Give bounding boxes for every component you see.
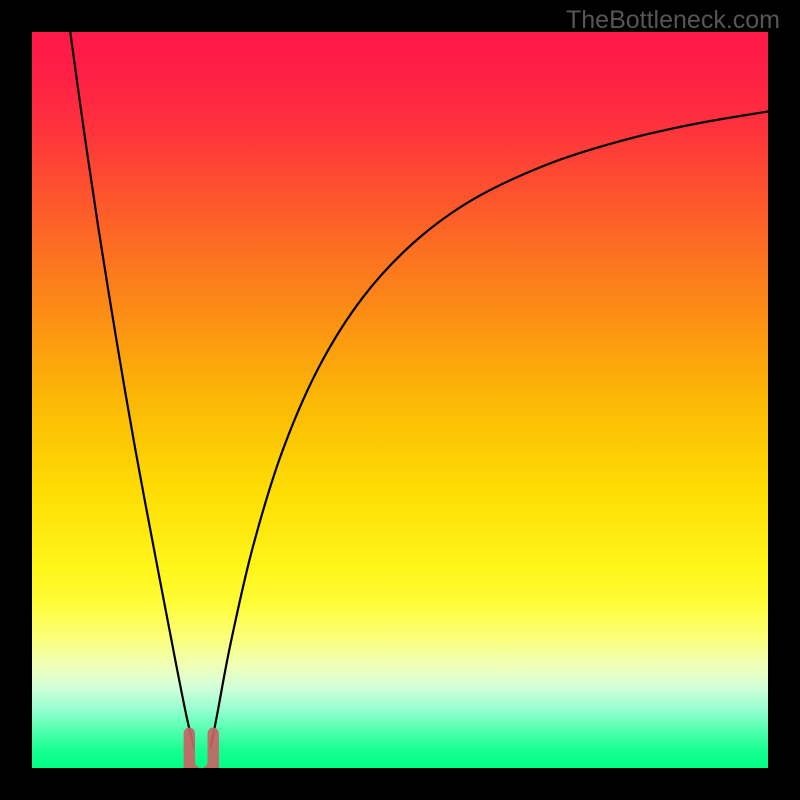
optimum-marker [184,728,219,768]
chart-svg [32,32,768,768]
outer-frame: TheBottleneck.com [0,0,800,800]
plot-area [32,32,768,768]
curve-right-branch [211,111,768,747]
watermark-text: TheBottleneck.com [566,6,780,35]
curve-left-branch [70,32,194,747]
